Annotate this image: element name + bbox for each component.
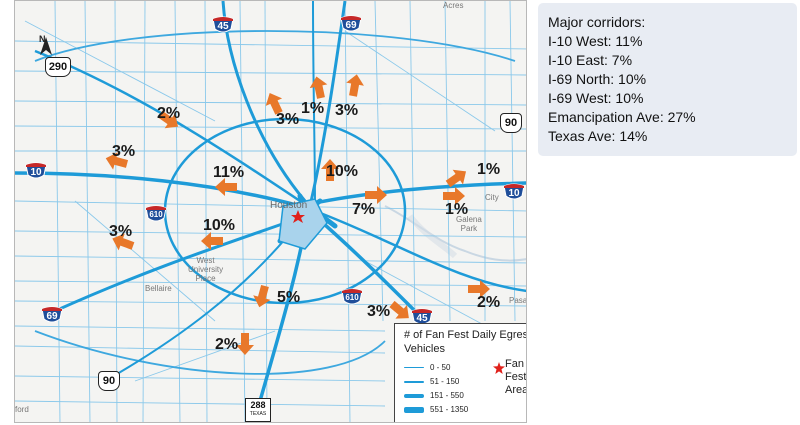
- legend-title: # of Fan Fest Daily Egress Vehicles: [404, 329, 527, 355]
- i45-north-number: 45: [217, 21, 229, 32]
- legend-label-0-50: 0 - 50: [430, 363, 451, 372]
- legend-fan-fest-label: Fan Fest Area: [505, 358, 527, 396]
- pct-label-sw-outer: 3%: [109, 223, 133, 240]
- pct-label-i45-south: 3%: [367, 303, 391, 320]
- pct-label-n-3b: 3%: [335, 102, 359, 119]
- corridor-item: Emancipation Ave: 27%: [548, 109, 696, 125]
- i69-south-number: 69: [46, 311, 58, 322]
- us290-shield-icon: 290: [45, 57, 71, 77]
- place-city: City: [485, 193, 499, 202]
- i10-east-shield-icon: 10: [503, 182, 525, 202]
- pct-label-n-1: 1%: [301, 100, 325, 117]
- pct-label-ne: 1%: [477, 161, 501, 178]
- legend-label-151-550: 151 - 550: [430, 391, 464, 400]
- legend-label-51-150: 51 - 150: [430, 377, 460, 386]
- north-arrow-icon: [40, 37, 52, 55]
- pct-label-w-outer: 3%: [112, 143, 136, 160]
- road-network: [15, 1, 526, 422]
- pct-label-i69-west: 10%: [203, 217, 236, 234]
- i69-north-shield-icon: 69: [340, 14, 362, 34]
- corridor-item: I-69 North: 10%: [548, 71, 647, 87]
- i610-west-shield-icon: 610: [145, 204, 167, 224]
- legend-swatch-0-50: [404, 367, 424, 368]
- sh288-shield-icon: 288 TEXAS: [245, 398, 271, 422]
- north-label: N: [39, 34, 46, 44]
- place-houston: Houston: [270, 200, 308, 211]
- legend-label-551-1350: 551 - 1350: [430, 405, 469, 414]
- pct-label-s: 5%: [277, 289, 301, 306]
- place-galena-park: Galena Park: [456, 215, 482, 233]
- pct-label-i10-east: 7%: [352, 201, 376, 218]
- i10-east-number: 10: [508, 188, 520, 199]
- corridor-item: I-69 West: 10%: [548, 90, 644, 106]
- us90-east-shield-icon: 90: [500, 113, 522, 133]
- map[interactable]: N Houston Galena Park West University Pl…: [14, 0, 527, 423]
- legend: # of Fan Fest Daily Egress Vehicles 0 - …: [394, 323, 527, 422]
- i610-south-number: 610: [345, 293, 359, 302]
- pct-label-i69-north: 10%: [326, 163, 359, 180]
- place-pasadena: Pasa: [509, 296, 527, 305]
- place-ford: ford: [15, 405, 29, 414]
- place-acres: Acres: [443, 1, 464, 10]
- pct-label-n-3a: 3%: [276, 111, 300, 128]
- egress-arrows: [105, 74, 490, 355]
- i610-south-shield-icon: 610: [341, 287, 363, 307]
- i10-west-shield-icon: 10: [25, 161, 47, 181]
- sh288-number: 288: [250, 400, 266, 410]
- i45-south-shield-icon: 45: [411, 307, 433, 327]
- legend-swatch-151-550: [404, 394, 424, 398]
- fan-fest-star-icon: [493, 362, 505, 374]
- i69-north-number: 69: [345, 20, 357, 31]
- legend-swatch-551-1350: [404, 407, 424, 413]
- corridor-item: I-10 West: 11%: [548, 33, 643, 49]
- pct-label-se: 2%: [477, 294, 501, 311]
- corridor-summary-title: Major corridors:: [548, 14, 646, 30]
- i610-west-number: 610: [149, 210, 163, 219]
- i45-south-number: 45: [416, 313, 428, 324]
- pct-label-e: 1%: [445, 201, 469, 218]
- corridor-item: Texas Ave: 14%: [548, 128, 648, 144]
- legend-swatch-51-150: [404, 381, 424, 383]
- sh288-state: TEXAS: [249, 411, 267, 417]
- place-west-university: West University Place: [188, 256, 224, 283]
- corridor-item: I-10 East: 7%: [548, 52, 633, 68]
- pct-label-i10-west: 11%: [213, 164, 245, 181]
- corridor-summary: Major corridors: I-10 West: 11% I-10 Eas…: [538, 3, 797, 156]
- us90-south-shield-icon: 90: [98, 371, 120, 391]
- i10-west-number: 10: [30, 167, 42, 178]
- fan-fest-star: [291, 210, 305, 223]
- i69-south-shield-icon: 69: [41, 305, 63, 325]
- pct-label-nw-outer: 2%: [157, 105, 181, 122]
- pct-label-288-south: 2%: [215, 336, 239, 353]
- place-bellaire: Bellaire: [145, 284, 172, 293]
- i45-north-shield-icon: 45: [212, 15, 234, 35]
